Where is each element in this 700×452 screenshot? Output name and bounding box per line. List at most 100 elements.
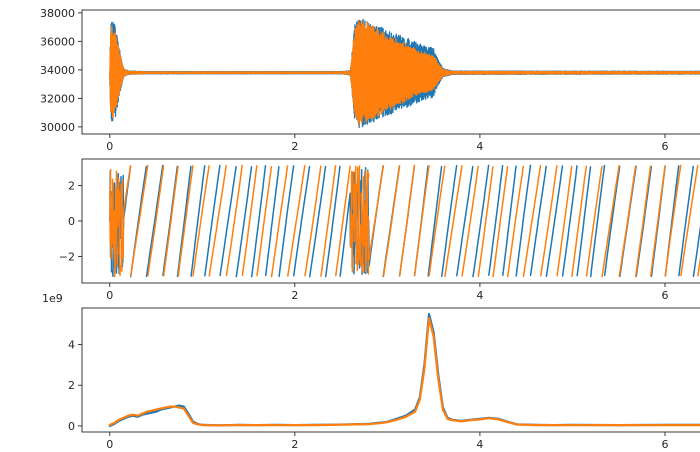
axes-frame xyxy=(81,9,700,135)
phase-series-2-segment xyxy=(492,165,509,278)
phase-series-2-segment xyxy=(304,165,322,277)
phase-series-1-segment xyxy=(264,165,280,277)
phase-series-2-segment xyxy=(664,164,682,277)
chart-panel-3: 0 2 4 6 0 2 4 1e9 xyxy=(42,292,700,451)
y-tick-label: 0 xyxy=(68,420,75,433)
phase-series-2-segment xyxy=(241,165,258,277)
phase-series-2-segment xyxy=(601,165,620,278)
phase-series-1-segment xyxy=(603,165,621,277)
phase-series-1-segment xyxy=(293,165,311,277)
phase-series-2-segment xyxy=(122,165,132,259)
phase-series-2-segment xyxy=(355,183,359,272)
y-tick-label: 30000 xyxy=(40,121,75,134)
phase-series-1-segment xyxy=(427,165,443,277)
phase-series-2-segment xyxy=(349,170,353,248)
plot-area xyxy=(108,313,700,427)
x-tick-label: 0 xyxy=(106,140,113,153)
phase-series-1-segment xyxy=(235,166,253,278)
phase-series-2-segment xyxy=(361,176,365,274)
phase-series-2-segment xyxy=(335,165,351,277)
phase-series-2-segment xyxy=(382,164,401,277)
phase-series-2-segment xyxy=(539,165,558,277)
phase-series-2-segment xyxy=(256,166,273,277)
phase-series-2-segment xyxy=(110,170,119,278)
phase-series-2-segment xyxy=(120,179,124,273)
x-tick-label: 6 xyxy=(661,289,668,302)
x-tick-label: 6 xyxy=(661,438,668,451)
phase-series-2-segment xyxy=(413,164,430,276)
phase-series-2-segment xyxy=(192,165,210,277)
phase-series-2-segment xyxy=(649,165,666,277)
x-tick-label: 4 xyxy=(476,140,483,153)
phase-series-1-segment xyxy=(456,165,474,277)
chart-panel-1: 0 2 4 6 30000 32000 34000 36000 38000 xyxy=(40,7,700,153)
phase-series-2-segment xyxy=(208,164,227,277)
phase-series-2-segment xyxy=(287,164,306,277)
phase-series-2-segment xyxy=(225,164,243,277)
phase-series-1-segment xyxy=(204,164,221,277)
phase-series-2-segment xyxy=(571,165,588,278)
x-tick-label: 4 xyxy=(476,289,483,302)
phase-series-2-segment xyxy=(618,165,637,277)
phase-series-1-segment xyxy=(576,166,592,277)
phase-series-1-segment xyxy=(529,165,547,277)
phase-series-2-segment xyxy=(522,165,542,278)
series-2-line xyxy=(109,19,700,126)
phase-series-1-segment xyxy=(472,164,490,278)
phase-series-1-segment xyxy=(324,165,341,278)
phase-series-2-segment xyxy=(162,165,179,277)
chart-panel-2: 0 2 4 6 −2 0 2 xyxy=(59,158,700,302)
phase-series-2-segment xyxy=(358,224,362,267)
phase-series-2-segment xyxy=(585,165,603,277)
y-tick-label: 38000 xyxy=(40,7,75,20)
phase-series-1-segment xyxy=(589,164,606,278)
y-tick-label: 2 xyxy=(68,180,75,193)
phase-series-1-segment xyxy=(278,165,295,278)
phase-series-1-segment xyxy=(502,165,517,277)
phase-series-2-segment xyxy=(360,192,363,244)
phase-series-2-segment xyxy=(363,200,367,273)
phase-series-1-segment xyxy=(339,192,353,277)
y-offset-label: 1e9 xyxy=(42,292,63,305)
phase-series-2-segment xyxy=(116,178,120,228)
phase-series-2-segment xyxy=(365,169,369,263)
y-tick-label: 2 xyxy=(68,379,75,392)
x-tick-label: 0 xyxy=(106,289,113,302)
phase-series-2-segment xyxy=(444,165,463,277)
plot-area xyxy=(109,18,700,129)
phase-series-1-segment xyxy=(545,165,564,278)
phase-series-2-segment xyxy=(556,165,573,277)
phase-series-2-segment xyxy=(399,164,416,277)
y-tick-label: 34000 xyxy=(40,64,75,77)
phase-series-1-segment xyxy=(162,165,179,277)
phase-series-1-segment xyxy=(488,164,504,276)
phase-series-1-segment xyxy=(190,165,206,277)
phase-series-1-segment xyxy=(250,165,267,278)
series-1-line xyxy=(108,313,700,427)
phase-series-2-segment xyxy=(428,165,446,277)
phase-series-1-segment xyxy=(308,165,327,278)
phase-series-2-segment xyxy=(351,165,357,243)
phase-series-2-segment xyxy=(109,168,112,245)
y-tick-label: 4 xyxy=(68,339,75,352)
phase-series-2-segment xyxy=(270,165,289,278)
phase-series-2-segment xyxy=(147,165,165,277)
phase-series-2-segment xyxy=(320,164,337,277)
x-tick-label: 0 xyxy=(106,438,113,451)
phase-series-1-segment xyxy=(678,165,695,277)
x-tick-label: 2 xyxy=(291,140,298,153)
phase-series-1-segment xyxy=(176,165,192,278)
phase-series-2-segment xyxy=(177,165,194,277)
phase-series-2-segment xyxy=(461,165,479,277)
phase-series-2-segment xyxy=(506,165,525,278)
phase-series-2-segment xyxy=(634,165,652,278)
series-2-line xyxy=(108,317,700,427)
y-tick-label: −2 xyxy=(59,250,75,263)
phase-series-2-segment xyxy=(477,165,494,278)
x-tick-label: 4 xyxy=(476,438,483,451)
phase-series-1-segment xyxy=(145,164,164,278)
axes-frame xyxy=(81,307,700,433)
phase-series-2-segment xyxy=(368,165,385,260)
phase-series-1-segment xyxy=(692,225,700,278)
